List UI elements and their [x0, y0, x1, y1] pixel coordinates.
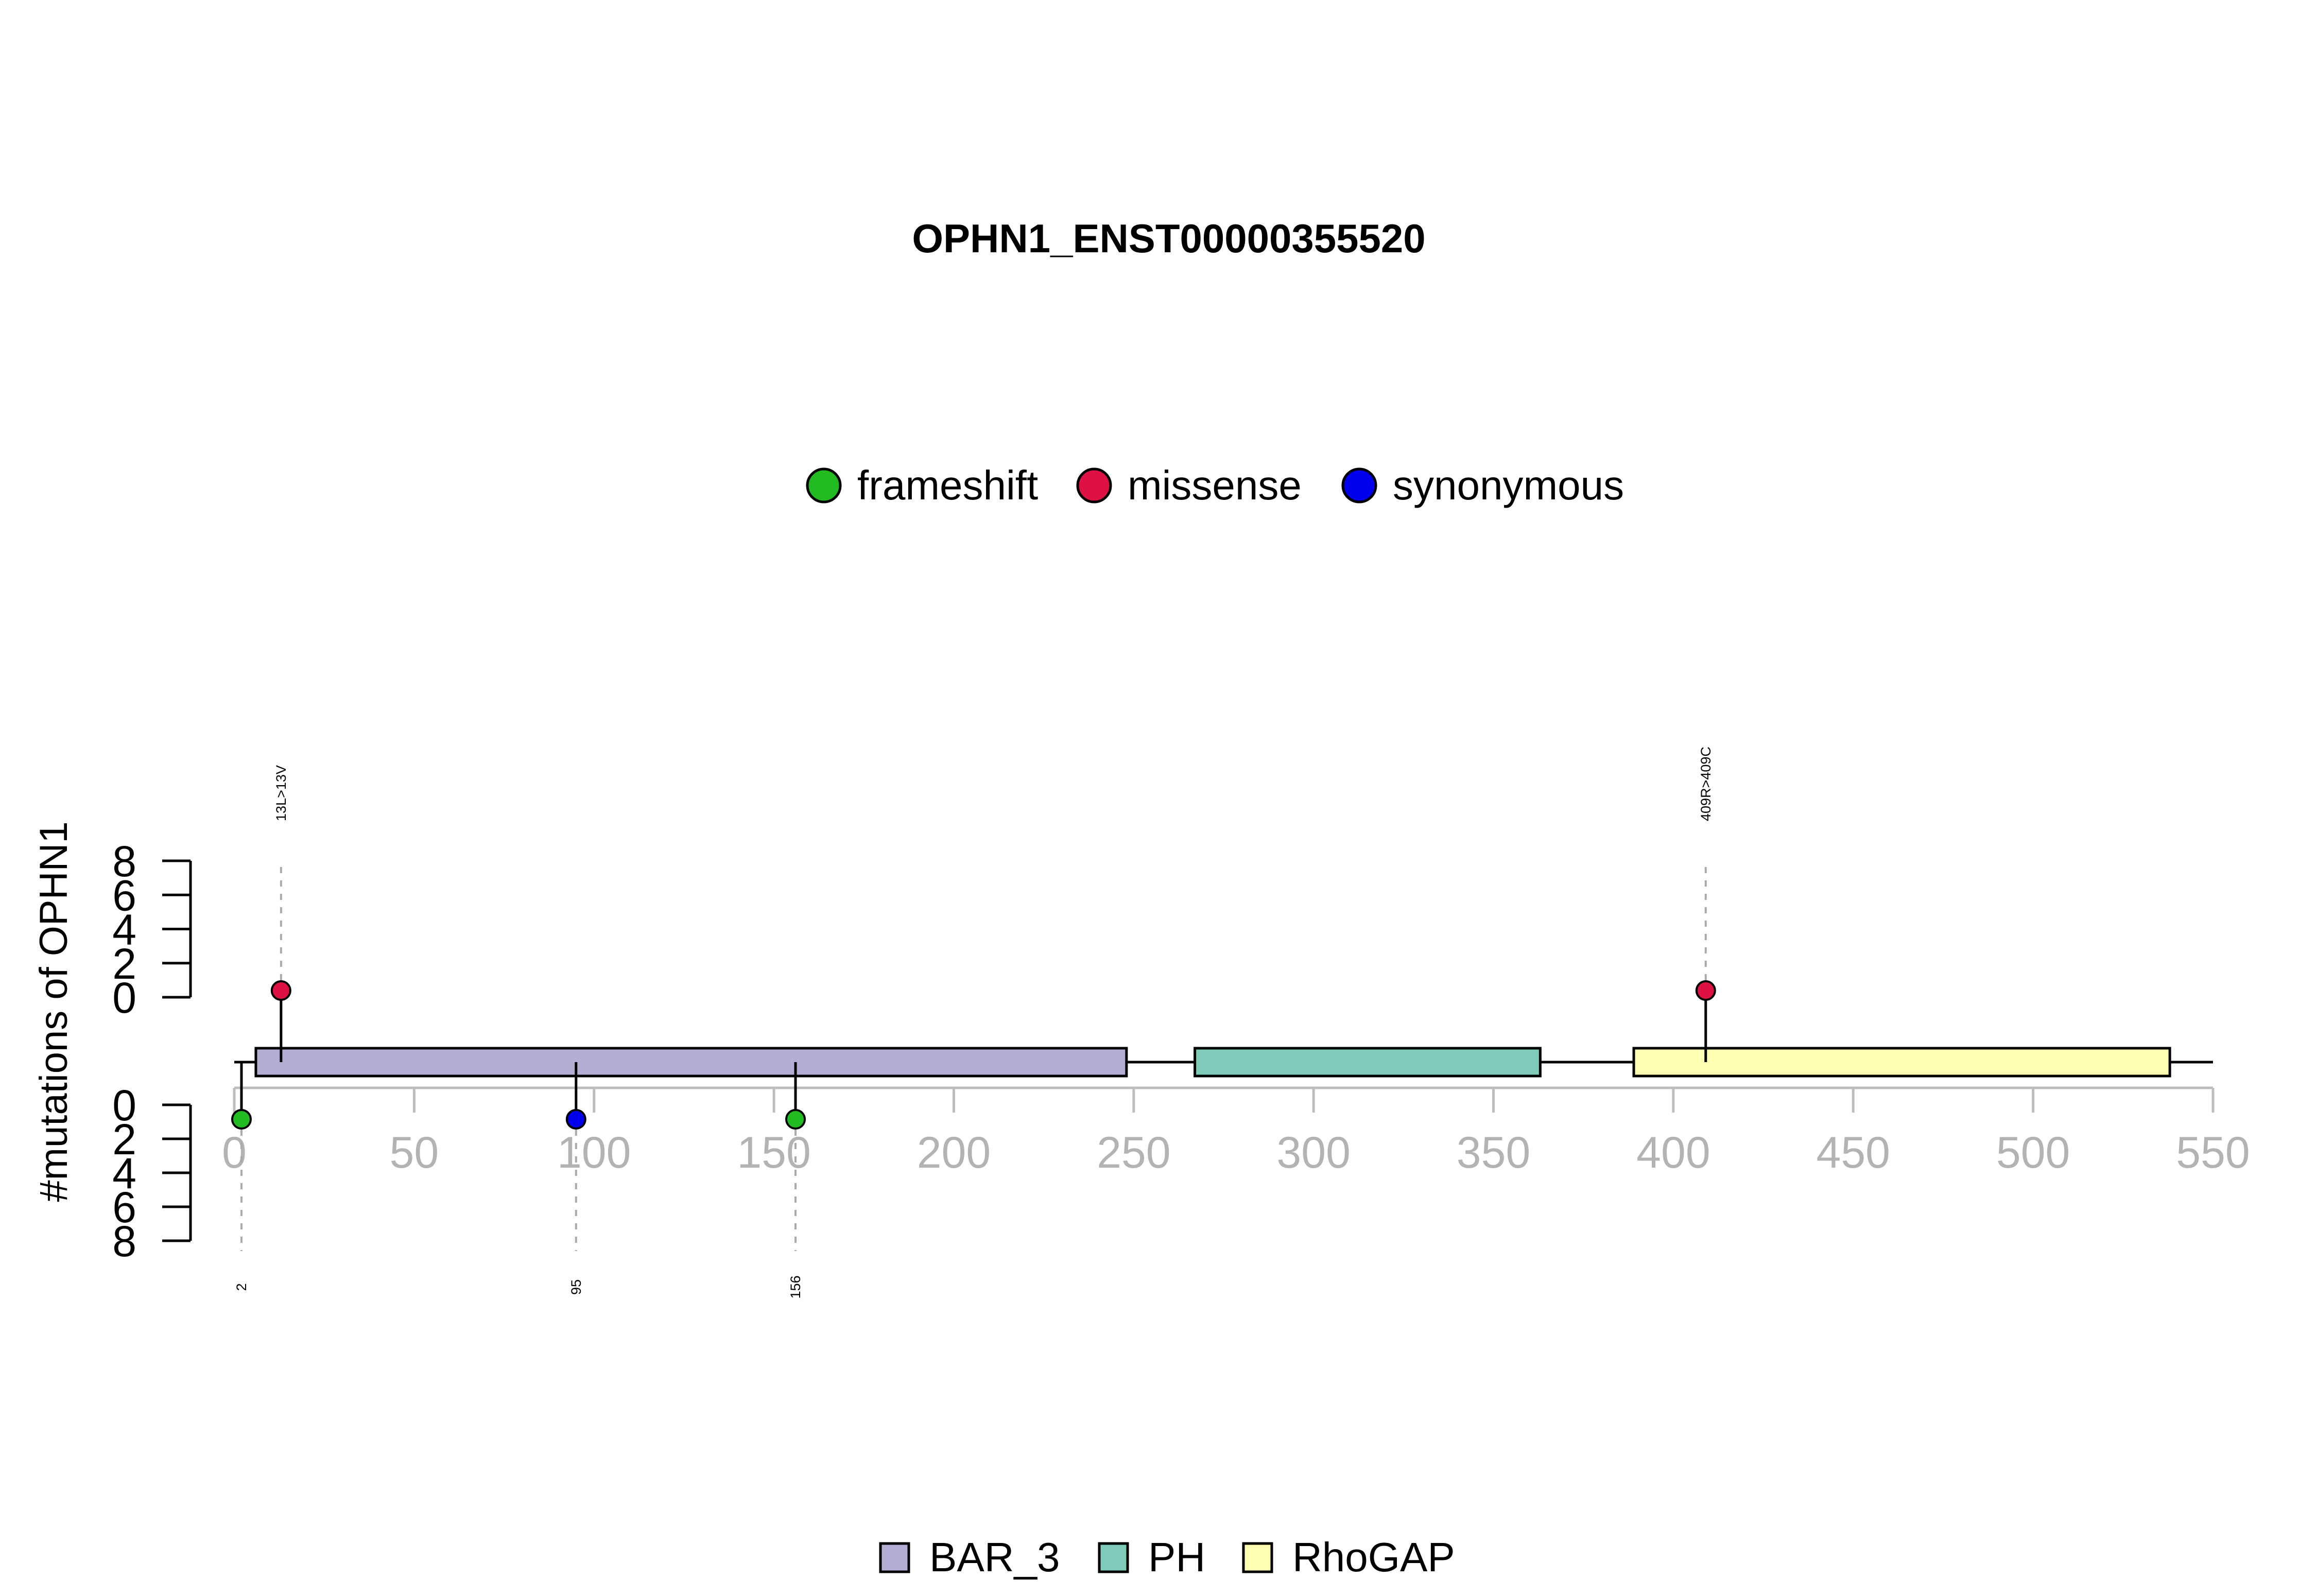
lollipop-head	[231, 1109, 252, 1130]
x-tick-label: 50	[390, 1128, 439, 1177]
mutation-label: 95	[568, 1279, 584, 1295]
lollipop-head	[785, 1109, 806, 1130]
y-tick-label: 4	[112, 1149, 136, 1198]
mutation-label: 409R>409C	[1698, 747, 1714, 821]
legend-label: BAR_3	[929, 1534, 1060, 1580]
mutation-label: 2	[234, 1283, 249, 1291]
mutation-label: 13L>13V	[273, 765, 289, 821]
legend-item-frameshift: frameshift	[806, 462, 1038, 508]
legend-item-rhogap: RhoGAP	[1242, 1534, 1455, 1580]
legend-swatch	[1098, 1542, 1129, 1573]
mutation-lollipops: 13L>13V 409R>409C 2 95 156	[231, 747, 1716, 1299]
x-tick-label: 250	[1097, 1128, 1171, 1177]
y-tick-label: 6	[112, 871, 136, 920]
legend-marker	[1341, 467, 1377, 504]
legend-label: PH	[1148, 1534, 1205, 1580]
mutation-bottom-156: 156	[785, 1062, 806, 1299]
x-tick-label: 200	[917, 1128, 991, 1177]
legend-label: synonymous	[1393, 462, 1624, 508]
legend-label: RhoGAP	[1292, 1534, 1455, 1580]
y-tick-label: 2	[112, 940, 136, 988]
mutation-top-13: 13L>13V	[270, 765, 291, 1062]
x-tick-label: 300	[1276, 1128, 1351, 1177]
y-tick-label: 8	[112, 1217, 136, 1265]
lollipop-head	[565, 1109, 586, 1130]
x-tick-label: 150	[737, 1128, 811, 1177]
protein-backbone	[234, 1047, 2213, 1078]
legend-label: missense	[1128, 462, 1302, 508]
mutation-label: 156	[788, 1275, 803, 1298]
legend-marker	[1076, 467, 1112, 504]
lollipop-head	[1695, 980, 1716, 1001]
legend-marker	[806, 467, 842, 504]
mutation-top-409: 409R>409C	[1695, 747, 1716, 1062]
chart-title: OPHN1_ENST00000355520	[912, 216, 1425, 261]
x-tick-label: 550	[2176, 1128, 2250, 1177]
mutation-bottom-95: 95	[565, 1062, 586, 1295]
domain-rhogap	[1632, 1047, 2171, 1078]
lollipop-head	[270, 980, 291, 1001]
legend-label: frameshift	[857, 462, 1038, 508]
legend-item-missense: missense	[1076, 462, 1302, 508]
domain-ph	[1194, 1047, 1542, 1078]
x-tick-label: 400	[1636, 1128, 1710, 1177]
legend-item-synonymous: synonymous	[1341, 462, 1624, 508]
y-tick-label: 0	[112, 974, 136, 1022]
legend-item-bar-3: BAR_3	[879, 1534, 1060, 1580]
mutation-type-legend: frameshift missense synonymous	[806, 462, 1624, 508]
domain-legend: BAR_3 PH RhoGAP	[879, 1534, 1455, 1580]
x-tick-label: 100	[557, 1128, 631, 1177]
legend-swatch	[1242, 1542, 1273, 1573]
x-tick-label: 0	[222, 1128, 247, 1177]
y-tick-label: 8	[112, 837, 136, 886]
y-tick-label: 4	[112, 906, 136, 954]
mutation-bottom-2: 2	[231, 1062, 252, 1291]
x-axis: 0 50 100 150 200 250 300 350 400 450 500 550	[222, 1086, 2250, 1177]
legend-swatch	[879, 1542, 910, 1573]
x-tick-label: 500	[1996, 1128, 2070, 1177]
y-tick-label: 0	[112, 1081, 136, 1130]
x-tick-label: 450	[1817, 1128, 1891, 1177]
y-axis-label: #mutations of OPHN1	[32, 821, 76, 1202]
domain-bar-3	[254, 1047, 1128, 1078]
y-tick-label: 2	[112, 1115, 136, 1164]
y-tick-label: 6	[112, 1183, 136, 1231]
legend-item-ph: PH	[1098, 1534, 1205, 1580]
x-tick-label: 350	[1457, 1128, 1531, 1177]
